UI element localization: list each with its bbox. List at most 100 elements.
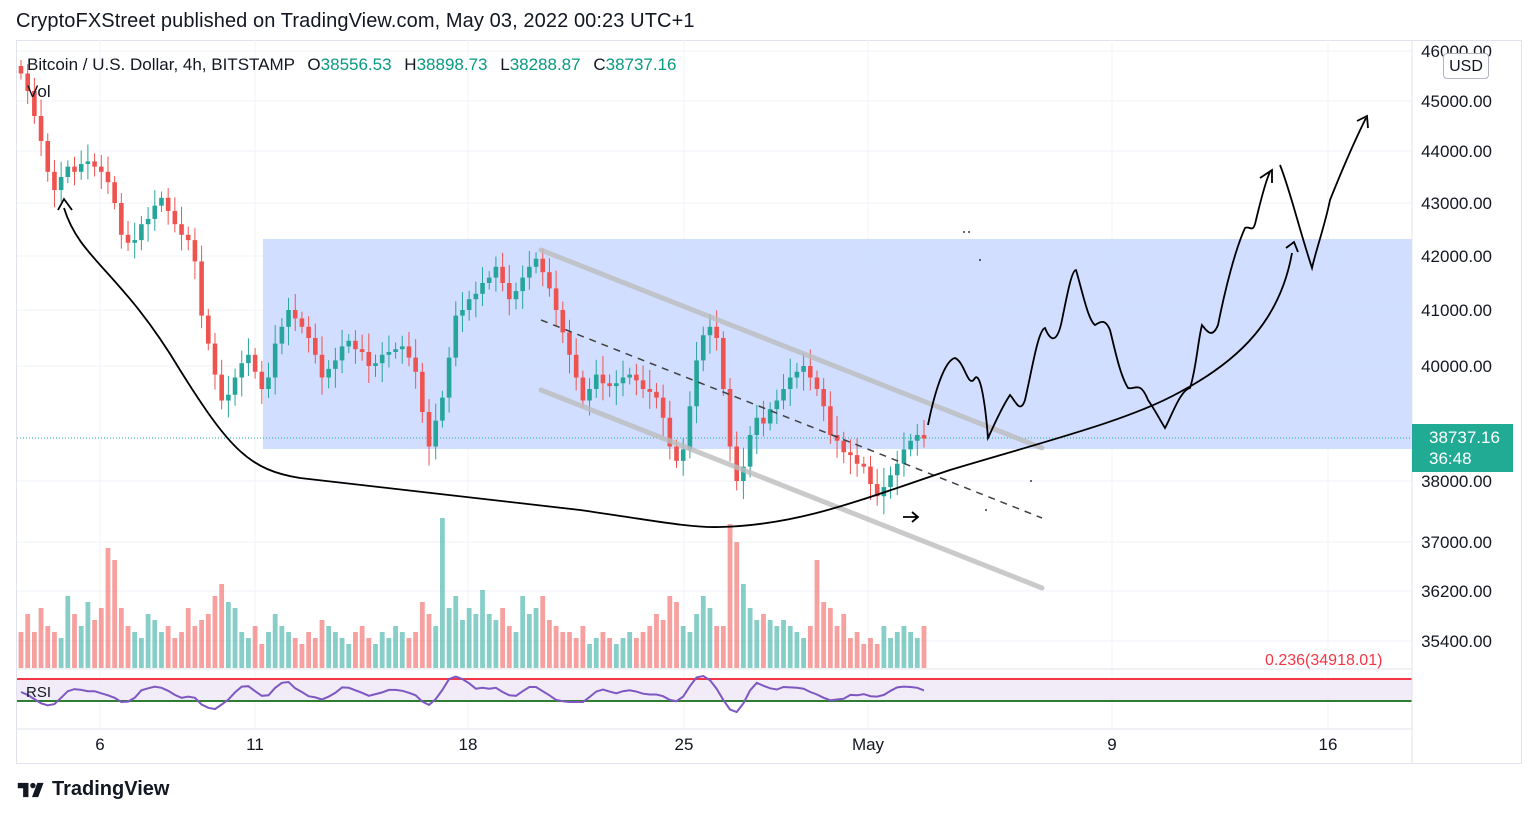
rsi-legend[interactable]: RSI: [26, 684, 52, 701]
fib-level-label: 0.236(34918.01): [1265, 652, 1383, 669]
candle-body: [125, 234, 131, 243]
candle-body: [440, 397, 445, 421]
channel-lower-line[interactable]: [538, 387, 1045, 591]
volume-bar: [58, 638, 64, 668]
volume-bar: [473, 614, 479, 668]
candle-body: [667, 417, 673, 447]
volume-bar: [112, 560, 118, 668]
high-value: 38898.73: [416, 55, 488, 74]
candle-body: [634, 374, 639, 381]
volume-bar: [386, 638, 392, 668]
candle-body: [192, 240, 198, 262]
volume-bar: [78, 626, 84, 668]
tradingview-brand[interactable]: TradingView: [52, 778, 170, 800]
forecast-path-drawing[interactable]: [927, 171, 1271, 442]
candle-body: [600, 374, 606, 384]
candle-body: [721, 338, 726, 389]
candle-body: [306, 326, 311, 338]
candle-body: [326, 368, 331, 378]
candle-body: [888, 475, 893, 488]
candle-body: [868, 466, 873, 485]
volume-bar: [680, 626, 686, 668]
candle-body: [687, 406, 693, 450]
volume-bar: [700, 596, 706, 668]
candle-body: [373, 363, 378, 366]
candle-body: [747, 435, 753, 467]
price-axis-label: 36200.00: [1421, 582, 1492, 601]
volume-bar: [567, 632, 572, 668]
volume-bar: [607, 638, 613, 668]
candle-body: [359, 349, 365, 352]
volume-bar: [667, 596, 673, 668]
high-label: H: [404, 55, 417, 74]
volume-bar: [18, 632, 24, 668]
candle-body: [433, 420, 439, 447]
volume-bar: [339, 638, 345, 668]
candle-body: [627, 374, 632, 378]
candle-body: [828, 406, 833, 435]
time-axis-label: 25: [675, 735, 694, 754]
candle-body: [473, 293, 479, 300]
small-arrow-right: [903, 511, 920, 523]
candle-body: [205, 315, 211, 344]
volume-legend[interactable]: Vol: [27, 82, 51, 101]
candle-body: [614, 383, 619, 387]
candle-body: [246, 354, 251, 364]
volume-bar: [312, 638, 318, 668]
candle-body: [547, 272, 552, 289]
volume-bar: [547, 620, 552, 668]
price-axis[interactable]: 46000.0045000.0044000.0043000.0042000.00…: [1421, 42, 1492, 651]
cup-arrow-left: [57, 197, 73, 211]
currency-button[interactable]: USD: [1443, 53, 1489, 79]
stray-mark: [979, 259, 981, 261]
candle-body: [132, 240, 138, 243]
stray-mark: [968, 231, 970, 233]
candle-body: [781, 389, 786, 401]
volume-bar: [827, 608, 833, 668]
chart-frame: [16, 40, 1522, 764]
candle-body: [707, 326, 713, 336]
volume-bar: [834, 626, 840, 668]
candle-body: [894, 463, 900, 476]
channel-mid-line[interactable]: [540, 319, 1043, 519]
volume-bar: [801, 638, 806, 668]
candle-body: [266, 377, 271, 389]
time-axis-label: 16: [1319, 735, 1338, 754]
volume-bar: [787, 626, 793, 668]
rsi-band: [17, 679, 1412, 701]
candle-body: [272, 343, 278, 378]
volume-bar: [306, 632, 312, 668]
candle-body: [159, 197, 164, 206]
tradingview-logo-icon[interactable]: [16, 779, 48, 801]
low-value: 38288.87: [509, 55, 581, 74]
time-axis[interactable]: 6 11 18 25 May 9 16: [95, 735, 1337, 754]
candle-body: [426, 412, 432, 447]
volume-bar: [600, 632, 606, 668]
candle-body: [754, 417, 760, 435]
candle-body: [901, 449, 907, 464]
candle-body: [593, 374, 599, 389]
volume-bar: [185, 608, 191, 668]
volume-bar: [192, 626, 198, 668]
volume-bar: [332, 632, 338, 668]
volume-bar: [627, 632, 633, 668]
volume-bar: [446, 608, 452, 668]
volume-bar: [165, 626, 171, 668]
symbol-name[interactable]: Bitcoin / U.S. Dollar, 4h, BITSTAMP: [27, 55, 295, 74]
candle-body: [45, 141, 51, 172]
volume-bar: [874, 644, 880, 668]
candle-body: [25, 73, 30, 91]
forecast-path-final[interactable]: [1279, 117, 1367, 272]
candle-body: [38, 116, 44, 141]
volume-bar: [366, 638, 372, 668]
channel-upper-line[interactable]: [538, 247, 1045, 451]
candle-body: [58, 177, 64, 190]
volume-bar: [105, 548, 111, 668]
volume-bar: [118, 608, 124, 668]
forecast-arrow-top: [1356, 114, 1369, 129]
last-price-value: 38737.16: [1429, 428, 1500, 447]
volume-bar: [640, 632, 646, 668]
volume-bar: [854, 632, 860, 668]
volume-bar: [433, 626, 439, 668]
